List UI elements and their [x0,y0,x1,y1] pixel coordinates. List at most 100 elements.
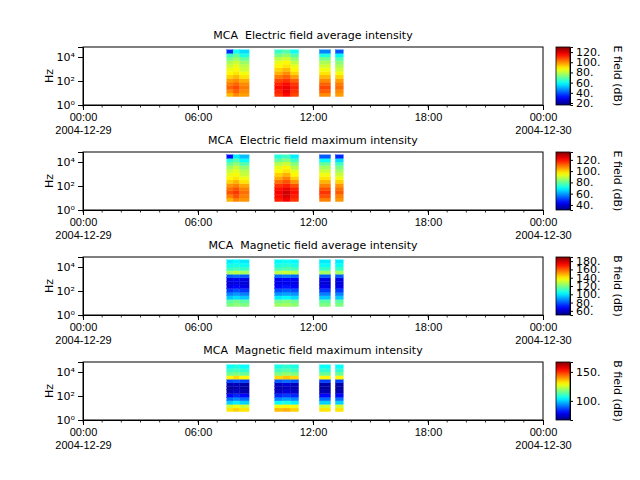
colorbar-tick: 120. [570,154,601,167]
cell [335,57,343,61]
cell [291,292,299,296]
cell [283,397,291,401]
cell [227,86,233,90]
cell [233,376,239,380]
cell [319,278,330,282]
cell [227,166,233,170]
x-axis: 00:002004-12-2906:0012:0018:0000:002004-… [55,210,571,241]
x-minor-tick [121,315,122,318]
cell [227,82,233,86]
cell [291,303,299,307]
x-minor-tick [255,210,256,213]
cell [227,408,233,412]
colorbar-tick-mark [570,194,573,195]
cell [275,61,283,65]
plot-frame [83,257,543,315]
x-minor-tick [274,420,275,423]
cell [240,281,250,285]
cell [335,79,343,83]
figure: MCA Electric field average intensity00:0… [0,0,640,480]
cell [275,50,283,54]
cell [227,404,233,408]
x-axis: 00:002004-12-2906:0012:0018:0000:002004-… [55,420,571,451]
y-tick-label: 10² [57,75,75,88]
cell [283,158,291,162]
cell [319,267,330,271]
cell [240,191,250,195]
x-tick-label: 06:00 [185,426,213,438]
cell [233,194,239,198]
cell [319,285,330,289]
cell [233,68,239,72]
cell [335,191,343,195]
cell [283,260,291,264]
cell [283,61,291,65]
x-minor-tick [523,420,524,423]
cell [227,292,233,296]
cell [227,379,233,383]
y-tick-label: 10⁴ [57,261,76,274]
x-minor-tick [408,420,409,423]
cell [227,372,233,376]
x-minor-tick [140,105,141,108]
x-minor-tick [370,210,371,213]
x-minor-tick [332,315,333,318]
cell [275,292,283,296]
x-minor-tick [523,105,524,108]
y-tick: 10² [57,180,83,193]
cell [275,274,283,278]
cell [319,368,330,372]
cell [291,274,299,278]
x-minor-tick [313,105,314,108]
x-tick-label: 00:002004-12-29 [55,426,111,451]
x-minor-tick [274,210,275,213]
cell [291,64,299,68]
cell [275,365,283,369]
x-tick: 06:00 [185,420,213,438]
cell [291,89,299,93]
y-tick: 10⁰ [57,414,83,427]
x-tick-label-line: 06:00 [185,426,213,438]
cell [319,390,330,394]
cell [319,303,330,307]
cell [319,93,330,97]
y-tick: 10⁴ [57,51,83,64]
cell [335,176,343,180]
x-minor-tick [178,420,179,423]
cell [240,292,250,296]
x-minor-tick [408,315,409,318]
y-axis: 10⁰10²10⁴ [57,258,84,323]
colorbar-tick-mark [570,372,573,373]
colorbar-tick-label: 100. [576,395,601,408]
x-tick-label: 00:002004-12-30 [515,216,571,241]
cell [283,82,291,86]
x-minor-tick [140,420,141,423]
y-tick-mark [78,291,83,292]
x-minor-tick [504,210,505,213]
y-tick: 10⁰ [57,204,83,217]
cell [291,166,299,170]
cell [275,394,283,398]
x-minor-tick [236,105,237,108]
x-minor-tick [255,315,256,318]
cell [335,292,343,296]
cell [291,86,299,90]
cell [335,267,343,271]
cell [233,365,239,369]
cell [335,379,343,383]
x-tick-mark [543,210,544,215]
cell [227,281,233,285]
cell [240,285,250,289]
colorbar-tick: 120. [570,46,601,59]
cell [233,155,239,159]
cell [233,408,239,412]
cell [335,75,343,79]
cell [227,57,233,61]
cell [233,397,239,401]
cell [233,303,239,307]
cell [233,169,239,173]
y-tick: 10⁴ [57,366,83,379]
x-minor-tick [293,105,294,108]
x-minor-tick [159,210,160,213]
cell [283,184,291,188]
